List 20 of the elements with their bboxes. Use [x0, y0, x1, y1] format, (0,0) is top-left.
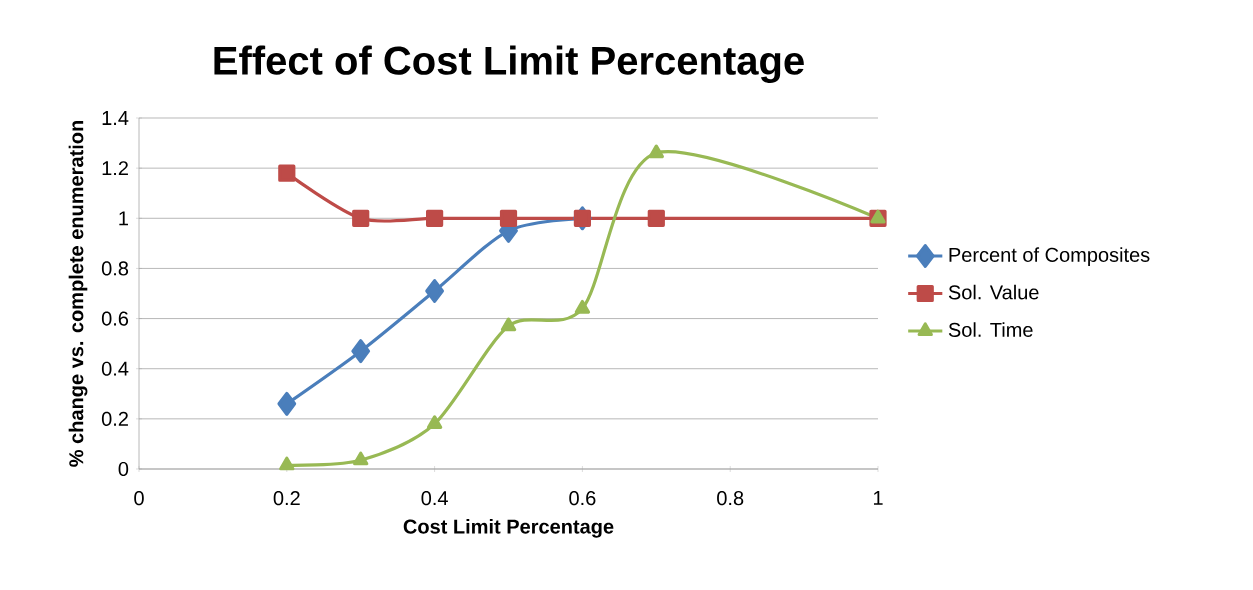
y-tick-label: 0 — [118, 461, 129, 477]
legend-label: Sol. Time — [948, 322, 1033, 337]
x-tick-label: 0 — [134, 491, 144, 506]
x-tick-label: 0.2 — [273, 491, 300, 506]
y-tick-label: 1.2 — [102, 161, 128, 176]
y-tick-label: 0.2 — [101, 411, 128, 426]
legend-label: Percent of Composites — [949, 247, 1150, 266]
x-tick-label: 0.4 — [421, 491, 448, 506]
x-tick-label: 0.8 — [717, 491, 744, 506]
legend-label: Sol. Value — [948, 284, 1039, 300]
y-tick-label: 0.6 — [101, 311, 129, 326]
x-tick-label: 0.6 — [569, 491, 596, 506]
y-tick-label: 0.4 — [101, 361, 129, 376]
y-tick-label: 0.8 — [101, 261, 129, 276]
x-axis-title: Cost Limit Percentage — [403, 518, 614, 538]
chart-title: Effect of Cost Limit Percentage — [214, 45, 804, 83]
y-tick-label: 1 — [119, 211, 128, 226]
y-tick-label: 1.4 — [102, 111, 129, 125]
x-tick-label: 1 — [873, 491, 883, 505]
y-axis-title: % change vs. complete enumeration — [68, 121, 88, 467]
